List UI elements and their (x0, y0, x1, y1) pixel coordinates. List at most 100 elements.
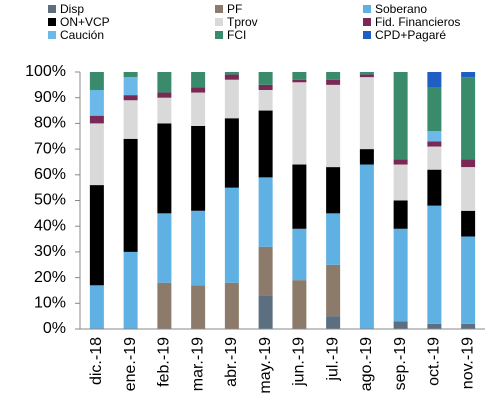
bar-segment (326, 213, 341, 265)
x-tick-label: mar.-19 (189, 337, 206, 391)
bar-segment (393, 200, 408, 229)
legend-swatch (215, 31, 223, 39)
bar-segment (191, 92, 206, 126)
bar-segment (89, 123, 104, 186)
bar-segment (393, 159, 408, 165)
bar-segment (427, 141, 442, 147)
bar-segment (461, 77, 476, 160)
bar-segment (427, 323, 442, 329)
bar-segment (157, 213, 172, 283)
x-tick-label: oct.-19 (426, 337, 443, 386)
bar-segment (393, 72, 408, 160)
bar-segment (123, 251, 138, 329)
bar-segment (123, 100, 138, 139)
bar-segment (461, 159, 476, 168)
legend-label: ON+VCP (60, 15, 110, 29)
y-tick-label: 60% (34, 166, 66, 183)
bar-segment (461, 236, 476, 324)
bar-segment (157, 97, 172, 124)
bar-segment (292, 228, 307, 281)
y-tick-label: 10% (34, 295, 66, 312)
bar-segment (427, 169, 442, 206)
bar-segment (292, 280, 307, 329)
bar-segment (258, 89, 273, 111)
bar-segment (326, 316, 341, 329)
bar-segment (224, 118, 239, 188)
bar-segment (359, 164, 374, 329)
x-tick-label: feb.-19 (156, 337, 173, 387)
bar-segment (258, 72, 273, 85)
bar-segment (224, 282, 239, 329)
legend-label: Fid. Financieros (375, 15, 460, 29)
bar-segment (157, 72, 172, 93)
bar-segment (89, 285, 104, 329)
y-tick-label: 50% (34, 192, 66, 209)
y-tick-label: 100% (25, 63, 66, 80)
bar-segment (123, 77, 138, 96)
bar-segment (258, 84, 273, 90)
x-tick-label: may.-19 (257, 337, 274, 394)
bar-segment (427, 87, 442, 132)
bar-segment (123, 95, 138, 101)
bar-segment (326, 84, 341, 168)
legend-label: Disp (60, 2, 84, 16)
bar-segment (393, 164, 408, 201)
x-tick-label: nov.-19 (459, 337, 476, 389)
bar-segment (393, 228, 408, 322)
legend-label: Soberano (375, 2, 427, 16)
bar-segment (258, 246, 273, 296)
bar-segment (461, 167, 476, 211)
bar-segment (326, 264, 341, 317)
legend-label: CPD+Pagaré (375, 28, 446, 42)
legend-label: Caución (60, 28, 104, 42)
bar-segment (224, 187, 239, 283)
bar-segment (89, 89, 104, 116)
bar-segment (157, 92, 172, 98)
y-tick-label: 40% (34, 217, 66, 234)
legend-swatch (48, 5, 56, 13)
bar-segment (427, 146, 442, 170)
bar-segment (157, 282, 172, 329)
x-tick-label: jun.-19 (291, 337, 308, 387)
bar-segment (89, 185, 104, 286)
bar-segment (258, 177, 273, 247)
bar-segment (461, 210, 476, 237)
x-tick-label: dic.-18 (88, 337, 105, 385)
legend-label: PF (227, 2, 242, 16)
legend-swatch (48, 18, 56, 26)
legend-swatch (215, 18, 223, 26)
legend-swatch (363, 31, 371, 39)
bar-segment (326, 167, 341, 214)
bar-segment (292, 79, 307, 83)
bar-segment (427, 131, 442, 142)
bar-segment (359, 74, 374, 78)
bar-segment (157, 123, 172, 214)
legend-label: FCI (227, 28, 246, 42)
y-tick-label: 30% (34, 243, 66, 260)
legend-swatch (215, 5, 223, 13)
y-tick-label: 90% (34, 89, 66, 106)
bar-segment (292, 82, 307, 165)
bar-segment (359, 77, 374, 150)
y-tick-label: 80% (34, 115, 66, 132)
bar-segment (123, 72, 138, 78)
x-tick-label: jul.-19 (324, 337, 341, 382)
bar-segment (191, 210, 206, 286)
bar-segment (359, 72, 374, 75)
bar-segment (89, 115, 104, 124)
bar-segment (292, 164, 307, 229)
bar-segment (191, 285, 206, 329)
bar-segment (427, 72, 442, 88)
legend-swatch (363, 5, 371, 13)
x-tick-label: ago.-19 (358, 337, 375, 391)
bar-segment (123, 138, 138, 252)
bar-segment (461, 323, 476, 329)
legend-swatch (363, 18, 371, 26)
bar-segment (258, 295, 273, 329)
bar-segment (191, 87, 206, 93)
bar-segment (359, 149, 374, 165)
legend-swatch (48, 31, 56, 39)
legend-label: Tprov (227, 15, 258, 29)
bar-segment (427, 205, 442, 324)
bar-segment (89, 72, 104, 90)
